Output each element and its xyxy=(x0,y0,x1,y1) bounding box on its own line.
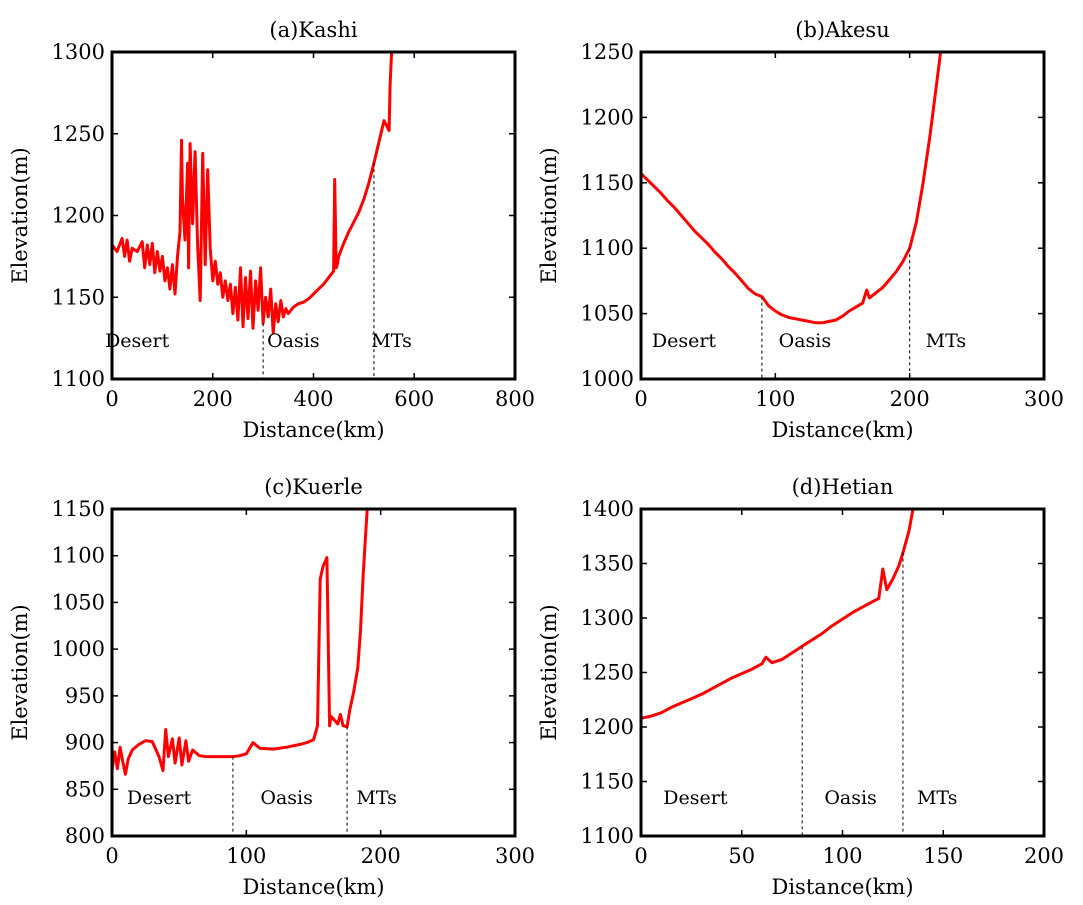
axes-frame xyxy=(639,50,1046,381)
zone-label: Oasis xyxy=(779,330,831,352)
y-axis-label: Elevation(m) xyxy=(537,147,561,283)
elevation-profile-line xyxy=(639,507,915,720)
y-tick-label: 850 xyxy=(65,777,105,801)
elevation-profile-line xyxy=(110,50,394,335)
y-tick-label: 1350 xyxy=(581,552,634,576)
y-tick-label: 900 xyxy=(65,731,105,755)
y-tick-label: 1050 xyxy=(52,590,105,614)
zone-label: Oasis xyxy=(260,787,312,809)
zone-label: Desert xyxy=(652,330,717,352)
y-tick-label: 1200 xyxy=(581,715,634,739)
panel-hetian: (d)Hetian Desert Oasis MTs 0 50 100 150 200 1100 1… xyxy=(537,475,1064,899)
y-tick-label: 1100 xyxy=(52,544,105,568)
y-tick-label: 1250 xyxy=(52,122,105,146)
x-tick-label: 600 xyxy=(394,387,434,411)
zone-label: MTs xyxy=(371,330,412,352)
y-tick-label: 1150 xyxy=(581,171,634,195)
x-tick-label: 150 xyxy=(923,844,963,868)
y-tick-label: 800 xyxy=(65,824,105,848)
x-tick-label: 50 xyxy=(728,844,755,868)
y-tick-label: 1300 xyxy=(52,40,105,64)
y-tick-label: 1100 xyxy=(52,367,105,391)
axes-frame xyxy=(110,50,517,381)
panel-kashi: (a)Kashi Desert Oasis MTs 0 200 400 600 800 1100 1… xyxy=(8,18,535,442)
zone-label: MTs xyxy=(917,787,958,809)
panel-title: (d)Hetian xyxy=(792,475,894,499)
x-tick-label: 300 xyxy=(1024,387,1064,411)
x-tick-label: 300 xyxy=(495,844,535,868)
x-tick-label: 100 xyxy=(822,844,862,868)
y-axis-label: Elevation(m) xyxy=(8,604,32,740)
axes-frame xyxy=(110,507,517,838)
zone-label: Oasis xyxy=(267,330,319,352)
y-tick-label: 1000 xyxy=(581,367,634,391)
zone-label: MTs xyxy=(356,787,397,809)
y-tick-label: 1000 xyxy=(52,637,105,661)
panel-akesu: (b)Akesu Desert Oasis MTs 0 100 200 300 1000 1050… xyxy=(537,18,1064,442)
x-tick-label: 400 xyxy=(293,387,333,411)
x-tick-label: 0 xyxy=(634,387,647,411)
x-axis-label: Distance(km) xyxy=(242,875,384,899)
y-tick-label: 1100 xyxy=(581,236,634,260)
panel-kuerle: (c)Kuerle Desert Oasis MTs 0 100 200 300 800 850 9… xyxy=(8,475,535,899)
x-axis-label: Distance(km) xyxy=(771,875,913,899)
zone-label: MTs xyxy=(926,330,967,352)
y-tick-label: 1400 xyxy=(581,497,634,521)
y-axis-label: Elevation(m) xyxy=(8,147,32,283)
x-tick-label: 100 xyxy=(226,844,266,868)
zone-label: Desert xyxy=(127,787,192,809)
y-tick-label: 1200 xyxy=(52,204,105,228)
y-tick-label: 1150 xyxy=(52,285,105,309)
x-tick-label: 0 xyxy=(634,844,647,868)
x-axis-label: Distance(km) xyxy=(242,418,384,442)
x-tick-label: 200 xyxy=(361,844,401,868)
panel-title: (a)Kashi xyxy=(269,18,357,42)
y-tick-label: 1300 xyxy=(581,606,634,630)
x-axis-label: Distance(km) xyxy=(771,418,913,442)
axes-frame xyxy=(639,507,1046,838)
x-tick-label: 0 xyxy=(105,844,118,868)
y-tick-label: 1250 xyxy=(581,40,634,64)
y-tick-label: 1150 xyxy=(581,770,634,794)
y-tick-label: 1050 xyxy=(581,302,634,326)
elevation-profile-line xyxy=(110,507,369,776)
elevation-profile-line xyxy=(639,50,943,325)
y-tick-label: 1200 xyxy=(581,105,634,129)
zone-label: Desert xyxy=(105,330,170,352)
x-tick-label: 200 xyxy=(890,387,930,411)
panel-title: (c)Kuerle xyxy=(264,475,363,499)
y-axis-label: Elevation(m) xyxy=(537,604,561,740)
y-tick-label: 1100 xyxy=(581,824,634,848)
panel-title: (b)Akesu xyxy=(795,18,889,42)
y-tick-label: 1150 xyxy=(52,497,105,521)
zone-label: Desert xyxy=(663,787,728,809)
zone-label: Oasis xyxy=(824,787,876,809)
x-tick-label: 0 xyxy=(105,387,118,411)
x-tick-label: 200 xyxy=(1024,844,1064,868)
x-tick-label: 200 xyxy=(193,387,233,411)
y-tick-label: 950 xyxy=(65,684,105,708)
x-tick-label: 800 xyxy=(495,387,535,411)
x-tick-label: 100 xyxy=(755,387,795,411)
y-tick-label: 1250 xyxy=(581,661,634,685)
